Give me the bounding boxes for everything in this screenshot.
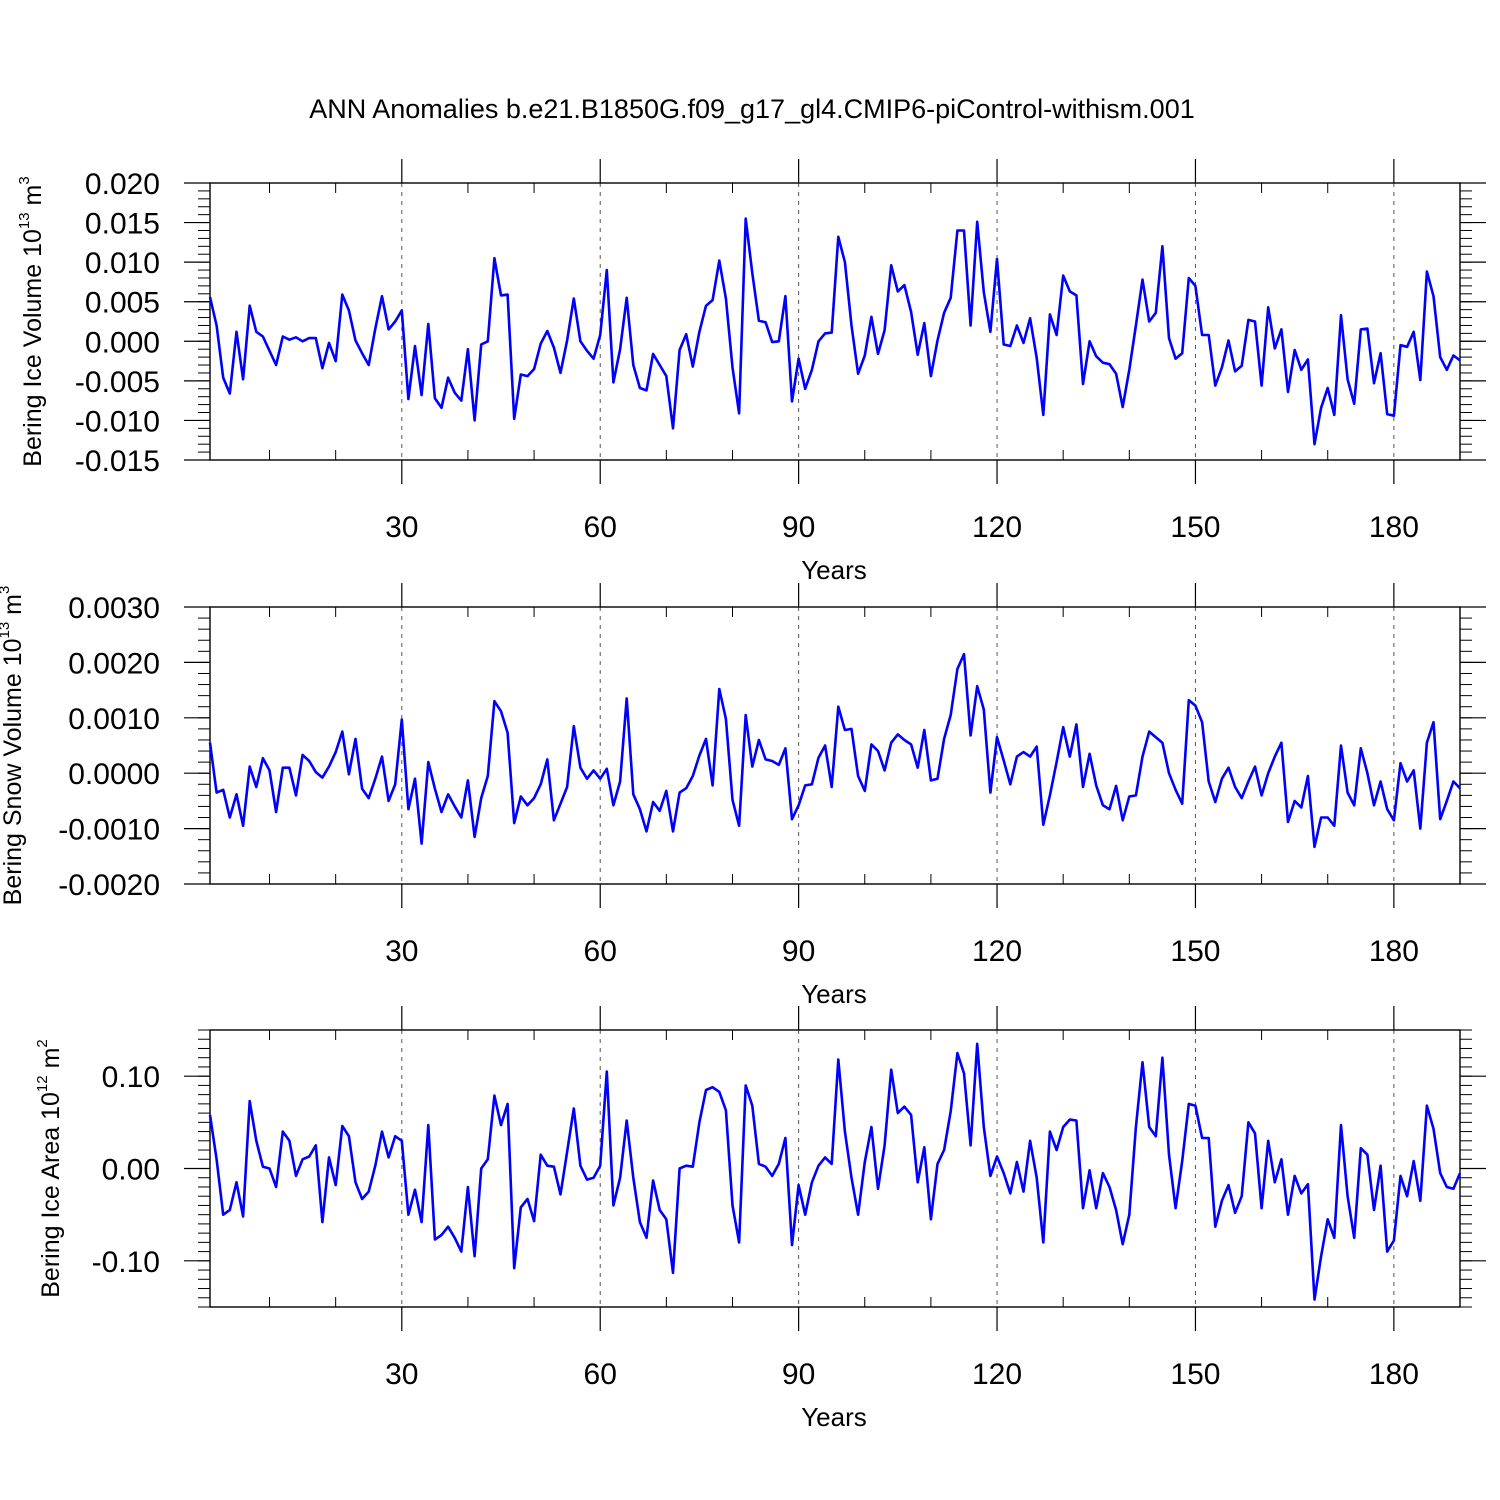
chart-0-y-tick-label-4: 0.005 <box>85 287 160 320</box>
chart-1-y-tick-label-5: 0.0030 <box>68 592 160 625</box>
chart-1-x-tick-label-150: 150 <box>1170 935 1220 968</box>
chart-0-x-tick-label-60: 60 <box>584 511 617 544</box>
chart-1-x-tick-label-60: 60 <box>584 935 617 968</box>
chart-2-x-tick-label-150: 150 <box>1170 1358 1220 1391</box>
chart-1-x-tick-label-180: 180 <box>1369 935 1419 968</box>
chart-1-series-line <box>208 652 1461 849</box>
chart-2-y-tick-label-1: 0.00 <box>102 1154 160 1187</box>
chart-1-y-tick-label-1: -0.0010 <box>58 814 160 847</box>
chart-2-x-tick-label-90: 90 <box>782 1358 815 1391</box>
panel-snow-volume: 30 60 90 120 150 180 -0.0020 -0.0010 0.0000 0.001… <box>0 583 1486 1009</box>
chart-0-y-tick-label-1: -0.010 <box>75 405 160 438</box>
chart-1-y-tick-label-2: 0.0000 <box>68 758 160 791</box>
chart-title: ANN Anomalies b.e21.B1850G.f09_g17_gl4.C… <box>309 94 1194 124</box>
chart-0-y-tick-label-6: 0.015 <box>85 208 160 241</box>
chart-0-series-line <box>208 217 1461 446</box>
chart-0-y-tick-label-2: -0.005 <box>75 366 160 399</box>
chart-1-x-tick-label-90: 90 <box>782 935 815 968</box>
chart-1-y-axis-label: Bering Snow Volume 1013 m3 <box>0 586 27 906</box>
chart-1-x-tick-label-30: 30 <box>385 935 418 968</box>
chart-0-y-tick-label-5: 0.010 <box>85 247 160 280</box>
chart-2-x-tick-label-60: 60 <box>584 1358 617 1391</box>
chart-0-x-axis-label: Years <box>801 555 867 585</box>
chart-1-y-tick-label-0: -0.0020 <box>58 869 160 902</box>
chart-2-y-axis-label: Bering Ice Area 1012 m2 <box>34 1039 65 1298</box>
chart-0-y-tick-label-7: 0.020 <box>85 168 160 201</box>
chart-0-plot-frame <box>209 182 1461 461</box>
chart-0-x-tick-label-120: 120 <box>972 511 1022 544</box>
panel-ice-area: 30 60 90 120 150 180 -0.10 0.00 0.10 Years Bering … <box>34 1006 1486 1432</box>
chart-1-y-tick-label-4: 0.0020 <box>68 647 160 680</box>
chart-1-x-tick-label-120: 120 <box>972 935 1022 968</box>
chart-2-plot-frame <box>209 1029 1461 1308</box>
chart-2-x-tick-label-180: 180 <box>1369 1358 1419 1391</box>
chart-2-y-tick-label-0: -0.10 <box>92 1246 160 1279</box>
chart-1-x-axis-label: Years <box>801 979 867 1009</box>
chart-2-x-tick-label-30: 30 <box>385 1358 418 1391</box>
panel-ice-volume: 30 60 90 120 150 180 -0.015 -0.010 -0.005 0.000 0.… <box>16 159 1486 585</box>
chart-0-x-tick-label-30: 30 <box>385 511 418 544</box>
chart-2-series-line <box>208 1042 1462 1301</box>
chart-2-x-axis-label: Years <box>801 1402 867 1432</box>
chart-0-y-tick-label-3: 0.000 <box>85 326 160 359</box>
chart-2-x-tick-label-120: 120 <box>972 1358 1022 1391</box>
chart-0-x-tick-label-150: 150 <box>1170 511 1220 544</box>
chart-2-y-tick-label-2: 0.10 <box>102 1061 160 1094</box>
chart-0-y-axis-label: Bering Ice Volume 1013 m3 <box>16 176 47 466</box>
chart-0-y-tick-label-0: -0.015 <box>75 445 160 478</box>
chart-0-x-tick-label-180: 180 <box>1369 511 1419 544</box>
chart-0-x-tick-label-90: 90 <box>782 511 815 544</box>
chart-1-y-tick-label-3: 0.0010 <box>68 703 160 736</box>
